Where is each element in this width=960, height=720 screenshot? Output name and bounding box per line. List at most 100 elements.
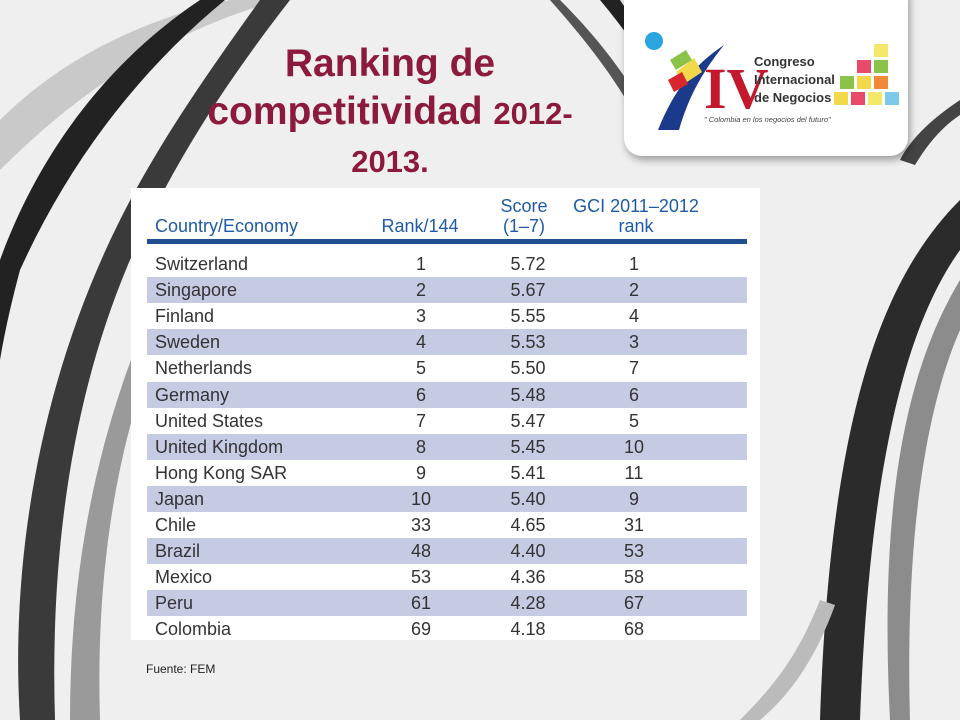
cell-gci: 53 <box>623 541 645 562</box>
cell-score: 4.18 <box>510 619 546 640</box>
title-line-3: 2013. <box>351 144 429 179</box>
cell-score: 4.40 <box>510 541 546 562</box>
logo-line-3: de Negocios <box>754 90 831 105</box>
cell-rank: 9 <box>415 462 426 483</box>
cell-score: 5.45 <box>510 436 546 457</box>
cell-rank: 7 <box>415 410 426 431</box>
competitiveness-table: Country/Economy Rank/144 Score (1–7) GCI… <box>131 188 760 640</box>
cell-score: 5.47 <box>510 410 546 431</box>
cell-country: United States <box>155 410 264 431</box>
table-row: Singapore 2 5.67 2 <box>147 277 747 304</box>
title-line-2: competitividad 2012- <box>170 88 610 138</box>
table-row: Netherlands 5 5.50 7 <box>147 355 747 381</box>
cell-gci: 1 <box>628 254 639 274</box>
cell-rank: 6 <box>415 384 426 405</box>
table-row: United Kingdom 8 5.45 10 <box>147 433 747 460</box>
cell-rank: 33 <box>410 515 432 535</box>
cell-country: Germany <box>155 384 230 405</box>
cell-gci: 3 <box>628 332 639 353</box>
logo-line-2: Internacional <box>754 72 835 87</box>
cell-gci: 11 <box>624 462 644 483</box>
table-row: Hong Kong SAR 9 5.41 11 <box>147 460 747 486</box>
title-line-2-year: 2012- <box>493 96 573 131</box>
cell-score: 5.50 <box>510 358 546 379</box>
cell-score: 4.36 <box>510 567 546 588</box>
table-header: Country/Economy Rank/144 Score (1–7) GCI… <box>131 188 760 240</box>
congress-logo-card: IV Congreso Internacional de Negocios " … <box>624 0 908 156</box>
header-gci: GCI 2011–2012 rank <box>567 196 705 236</box>
table-row: Brazil 48 4.40 53 <box>147 538 747 565</box>
logo-numeral: IV <box>704 56 769 121</box>
cell-score: 5.40 <box>510 488 546 509</box>
cell-gci: 31 <box>623 515 645 535</box>
table-row: Peru 61 4.28 67 <box>147 590 747 617</box>
logo-mosaic-icon <box>834 44 899 105</box>
cell-score: 4.28 <box>510 593 546 614</box>
table-row: United States 7 5.47 5 <box>147 408 747 434</box>
header-gci-line-2: rank <box>618 216 654 236</box>
cell-country: Finland <box>155 306 215 327</box>
cell-country: Chile <box>155 515 197 535</box>
table-row: Germany 6 5.48 6 <box>147 381 747 408</box>
cell-country: United Kingdom <box>155 436 284 457</box>
cell-score: 5.67 <box>510 280 546 301</box>
cell-country: Colombia <box>155 619 232 640</box>
cell-rank: 8 <box>415 436 426 457</box>
source-note: Fuente: FEM <box>146 662 216 676</box>
header-score-line-2: (1–7) <box>502 216 546 236</box>
cell-rank: 10 <box>410 488 432 509</box>
cell-gci: 58 <box>623 567 645 588</box>
header-country: Country/Economy <box>155 216 299 236</box>
cell-gci: 4 <box>628 306 639 327</box>
table-row: Mexico 53 4.36 58 <box>147 564 747 590</box>
header-gci-line-1: GCI 2011–2012 <box>573 196 699 216</box>
page-title: Ranking de competitividad 2012- 2013. <box>170 40 610 186</box>
table-row: Colombia 69 4.18 68 <box>147 616 747 642</box>
cell-gci: 9 <box>628 488 639 509</box>
header-rank: Rank/144 <box>381 216 459 236</box>
cell-rank: 48 <box>410 541 432 562</box>
cell-gci: 5 <box>628 410 639 431</box>
cell-gci: 2 <box>628 280 639 301</box>
cell-gci: 7 <box>628 358 639 379</box>
cell-rank: 2 <box>415 280 426 301</box>
header-score-line-1: Score <box>500 196 548 216</box>
cell-country: Sweden <box>155 332 221 353</box>
cell-gci: 6 <box>628 384 639 405</box>
cell-score: 4.65 <box>510 515 546 535</box>
table-row: Japan 10 5.40 9 <box>147 485 747 512</box>
cell-gci: 68 <box>623 619 645 640</box>
cell-country: Singapore <box>155 280 238 301</box>
logo-line-1: Congreso <box>754 54 815 69</box>
logo-tagline: " Colombia en los negocios del futuro" <box>704 115 831 124</box>
cell-gci: 10 <box>623 436 645 457</box>
title-line-2-text: competitividad <box>207 90 494 133</box>
cell-gci: 67 <box>623 593 645 614</box>
cell-score: 5.55 <box>510 306 546 327</box>
title-line-1: Ranking de <box>284 42 496 85</box>
cell-country: Netherlands <box>155 358 253 379</box>
cell-score: 5.72 <box>510 254 546 274</box>
cell-rank: 61 <box>410 593 432 614</box>
logo-head-icon <box>645 32 663 50</box>
cell-country: Brazil <box>155 541 201 562</box>
table-row: Switzerland 1 5.72 1 <box>147 251 747 277</box>
cell-rank: 1 <box>415 254 426 274</box>
cell-score: 5.53 <box>510 332 546 353</box>
cell-score: 5.48 <box>510 384 546 405</box>
cell-country: Switzerland <box>155 254 249 274</box>
header-score: Score (1–7) <box>491 196 557 236</box>
cell-rank: 5 <box>415 358 426 379</box>
cell-rank: 4 <box>415 332 426 353</box>
cell-rank: 3 <box>415 306 426 327</box>
cell-country: Japan <box>155 488 205 509</box>
cell-country: Peru <box>155 593 194 614</box>
table-row: Sweden 4 5.53 3 <box>147 329 747 356</box>
header-rule <box>147 239 747 244</box>
logo-figure-icon <box>658 45 724 130</box>
table-row: Finland 3 5.55 4 <box>147 303 747 329</box>
cell-rank: 69 <box>410 619 432 640</box>
cell-country: Hong Kong SAR <box>155 462 288 483</box>
cell-score: 5.41 <box>510 462 546 483</box>
table-row: Chile 33 4.65 31 <box>147 512 747 538</box>
